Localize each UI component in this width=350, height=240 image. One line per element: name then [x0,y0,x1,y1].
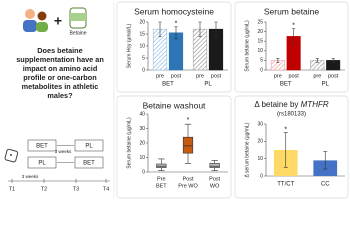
y-tick-label: 15 [139,31,145,37]
betaine-label: Betaine [70,30,87,36]
question: Does betaine supplementation have an imp… [16,46,104,100]
chart-title: Δ betaine by MTHFR [254,100,328,109]
title-gene: MTHFR [301,100,329,109]
box [182,136,194,154]
y-tick-label: 0 [260,173,263,179]
y-tick-label: 10 [257,48,263,54]
y-tick-label: 20 [139,19,145,25]
arm-box [27,139,57,152]
significance: * [187,117,190,124]
panel [116,95,232,199]
box [209,163,220,168]
x-tick-label: Post [209,176,220,182]
whisker [184,123,192,164]
arm-label: PL [38,160,46,166]
bar-label: pre [196,73,204,79]
y-tick-label: 20 [257,29,263,35]
interval-label: 3 weeks [22,174,39,179]
group-label: PL [204,82,212,88]
timepoint-label: T4 [103,186,109,192]
y-tick-label: 30 [257,121,263,127]
icons: + [23,7,87,32]
arm-label: PL [85,143,93,149]
bar-label: pre [274,73,282,79]
chart-title: Serum betaine [264,6,320,16]
arm-label: BET [36,143,48,149]
x-tick-label: Pre WO [178,183,198,189]
group-label: PL [322,82,330,88]
bar-label: post [328,73,339,79]
y-tick-label: 0 [260,67,263,73]
timepoint-label: T1 [9,186,15,192]
interval-label: 3 weeks [55,149,72,154]
arm-box [74,156,104,169]
y-tick-label: 20 [139,140,145,146]
error-bar [214,21,218,37]
arm-box [74,139,104,152]
timepoint-label: T2 [41,186,47,192]
bar-label: post [211,73,222,79]
error-bar [174,26,178,40]
x-tick-label: TT/CT [277,182,294,188]
arm-label: BET [83,160,95,166]
error-bar [198,21,202,37]
significance: * [175,21,178,28]
whisker [158,158,165,171]
y-tick-label: 10 [257,156,263,162]
bar-label: post [171,73,182,79]
bar-label: post [288,73,299,79]
x-tick-label: Pre [157,176,166,182]
timepoint-label: T3 [73,186,79,192]
group-label: BET [162,82,174,88]
y-tick-label: 0 [142,169,145,175]
dice [4,148,19,163]
y-tick-label: 25 [257,19,263,25]
y-axis-label: Serum betaine (µg/mL) [126,117,132,169]
error-bar [158,21,162,37]
page: + Betaine BET PL PL BET 3 weeks 3 weeks T1 T2 T3… [4,1,349,199]
chart-title: Betaine washout [143,100,206,110]
arm-box [27,156,57,169]
significance: * [284,127,287,134]
y-tick-label: 10 [139,155,145,161]
graphical-abstract: + Betaine BET PL PL BET 3 weeks 3 weeks T1 T2 T3… [4,1,349,199]
chart-title: Serum homocysteine [134,6,214,16]
error-bar [276,58,280,63]
significance: * [292,23,295,30]
y-tick-label: 20 [257,139,263,145]
y-tick-label: 40 [139,111,145,117]
y-tick-label: 30 [139,126,145,132]
error-bar [323,151,328,170]
x-tick-label: WO [210,183,220,189]
y-tick-label: 5 [142,55,145,61]
svg-text:+: + [54,13,62,29]
y-axis-label: Serum Hcy (µmol/L) [126,23,132,68]
y-axis-label: Serum betaine (µg/mL) [244,20,250,72]
y-tick-label: 5 [260,58,263,64]
y-tick-label: 15 [257,39,263,45]
group-label: BET [280,82,292,88]
whisker [211,160,218,171]
chart-subtitle: (rs180133) [277,112,306,118]
error-bar [331,58,335,63]
x-tick-label: Post [182,176,193,182]
y-tick-label: 0 [142,67,145,73]
y-axis-label: Δ serum betaine (µg/mL) [244,122,250,177]
y-tick-label: 10 [139,43,145,49]
bar-label: pre [156,73,164,79]
error-bar [315,58,319,63]
bar-label: pre [313,73,321,79]
error-bar [283,132,288,168]
x-tick-label: BET [156,183,167,189]
x-tick-label: CC [321,182,330,188]
error-bar [292,28,296,45]
title-text: Δ betaine by [254,100,298,109]
